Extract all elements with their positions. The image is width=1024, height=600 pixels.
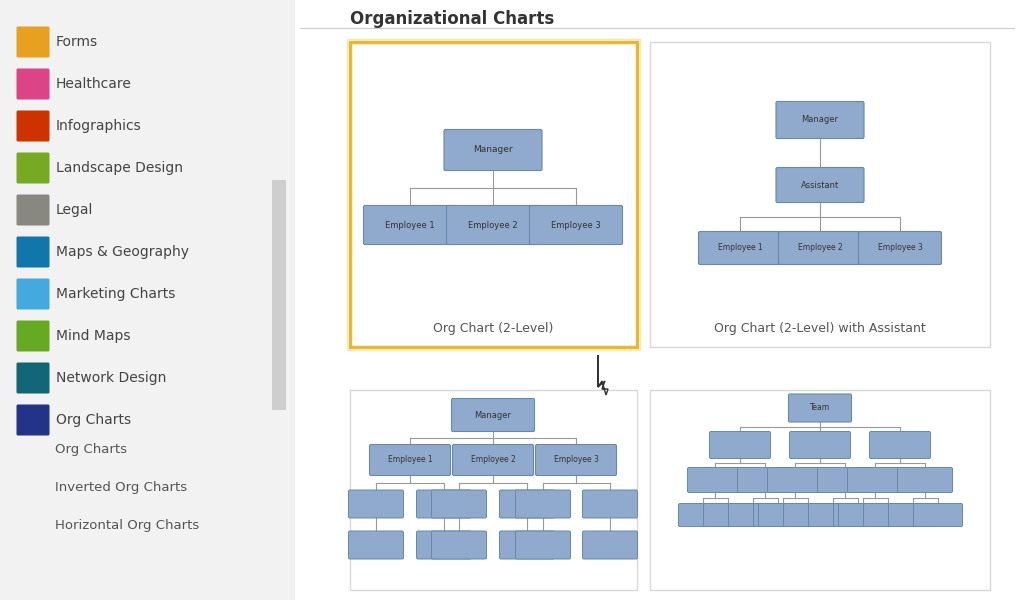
FancyBboxPatch shape: [776, 101, 864, 139]
FancyBboxPatch shape: [370, 445, 451, 475]
FancyBboxPatch shape: [834, 503, 883, 527]
FancyBboxPatch shape: [515, 490, 570, 518]
Text: Team: Team: [810, 403, 830, 413]
FancyBboxPatch shape: [16, 194, 49, 226]
FancyBboxPatch shape: [817, 467, 872, 493]
Text: Manager: Manager: [802, 115, 839, 124]
FancyBboxPatch shape: [364, 205, 457, 245]
Text: Marketing Charts: Marketing Charts: [56, 287, 175, 301]
FancyBboxPatch shape: [790, 431, 851, 458]
FancyBboxPatch shape: [16, 404, 49, 436]
FancyBboxPatch shape: [16, 110, 49, 142]
FancyBboxPatch shape: [768, 467, 822, 493]
Text: Org Chart (2-Level) with Assistant: Org Chart (2-Level) with Assistant: [714, 322, 926, 335]
FancyBboxPatch shape: [778, 232, 861, 265]
Text: Infographics: Infographics: [56, 119, 141, 133]
FancyBboxPatch shape: [16, 152, 49, 184]
FancyBboxPatch shape: [583, 531, 638, 559]
FancyBboxPatch shape: [536, 445, 616, 475]
Text: Employee 3: Employee 3: [554, 455, 598, 464]
Text: Manager: Manager: [474, 410, 512, 419]
FancyBboxPatch shape: [417, 531, 471, 559]
Text: Org Charts: Org Charts: [55, 443, 127, 457]
FancyBboxPatch shape: [529, 205, 623, 245]
Bar: [650, 42, 990, 347]
FancyBboxPatch shape: [348, 490, 403, 518]
FancyBboxPatch shape: [839, 503, 888, 527]
FancyBboxPatch shape: [16, 278, 49, 310]
Bar: [347, 39, 640, 350]
Text: Manager: Manager: [473, 145, 513, 154]
FancyBboxPatch shape: [348, 531, 403, 559]
FancyBboxPatch shape: [698, 232, 781, 265]
FancyBboxPatch shape: [431, 531, 486, 559]
Bar: [350, 390, 637, 590]
Text: Mind Maps: Mind Maps: [56, 329, 130, 343]
FancyBboxPatch shape: [16, 362, 49, 394]
FancyBboxPatch shape: [809, 503, 857, 527]
Text: Employee 1: Employee 1: [718, 244, 763, 253]
FancyBboxPatch shape: [913, 503, 963, 527]
Text: Employee 1: Employee 1: [385, 220, 435, 229]
FancyBboxPatch shape: [783, 503, 833, 527]
Text: Maps & Geography: Maps & Geography: [56, 245, 189, 259]
FancyBboxPatch shape: [16, 236, 49, 268]
FancyBboxPatch shape: [453, 445, 534, 475]
Text: Org Chart (2-Level): Org Chart (2-Level): [433, 322, 554, 335]
FancyBboxPatch shape: [889, 503, 938, 527]
FancyBboxPatch shape: [444, 130, 542, 170]
FancyBboxPatch shape: [776, 167, 864, 202]
Bar: [650, 390, 990, 590]
FancyBboxPatch shape: [446, 205, 540, 245]
FancyBboxPatch shape: [710, 431, 770, 458]
Bar: [350, 42, 637, 347]
FancyBboxPatch shape: [897, 467, 952, 493]
Text: Healthcare: Healthcare: [56, 77, 132, 91]
Bar: [272, 180, 286, 410]
FancyBboxPatch shape: [858, 232, 941, 265]
Text: Horizontal Org Charts: Horizontal Org Charts: [55, 520, 200, 533]
FancyBboxPatch shape: [703, 503, 753, 527]
Polygon shape: [598, 355, 608, 395]
FancyBboxPatch shape: [863, 503, 912, 527]
FancyBboxPatch shape: [515, 531, 570, 559]
Text: Employee 2: Employee 2: [798, 244, 843, 253]
Text: Employee 2: Employee 2: [471, 455, 515, 464]
FancyBboxPatch shape: [869, 431, 931, 458]
Text: Network Design: Network Design: [56, 371, 166, 385]
FancyBboxPatch shape: [687, 467, 742, 493]
FancyBboxPatch shape: [500, 531, 555, 559]
FancyBboxPatch shape: [737, 467, 793, 493]
FancyBboxPatch shape: [848, 467, 902, 493]
FancyBboxPatch shape: [16, 26, 49, 58]
FancyBboxPatch shape: [728, 503, 777, 527]
Bar: [0, 0, 290, 600]
Text: Forms: Forms: [56, 35, 98, 49]
FancyBboxPatch shape: [16, 68, 49, 100]
FancyBboxPatch shape: [431, 490, 486, 518]
Text: Employee 3: Employee 3: [878, 244, 923, 253]
Text: Landscape Design: Landscape Design: [56, 161, 183, 175]
Bar: [295, 0, 1024, 600]
FancyBboxPatch shape: [452, 398, 535, 431]
Text: Employee 1: Employee 1: [388, 455, 432, 464]
Text: Legal: Legal: [56, 203, 93, 217]
FancyBboxPatch shape: [16, 320, 49, 352]
FancyBboxPatch shape: [417, 490, 471, 518]
Text: Org Charts: Org Charts: [56, 413, 131, 427]
FancyBboxPatch shape: [754, 503, 803, 527]
Text: Inverted Org Charts: Inverted Org Charts: [55, 481, 187, 494]
Text: Employee 3: Employee 3: [551, 220, 601, 229]
FancyBboxPatch shape: [759, 503, 808, 527]
FancyBboxPatch shape: [788, 394, 852, 422]
FancyBboxPatch shape: [583, 490, 638, 518]
FancyBboxPatch shape: [679, 503, 727, 527]
Text: Employee 2: Employee 2: [468, 220, 518, 229]
Text: Organizational Charts: Organizational Charts: [350, 10, 554, 28]
Text: Assistant: Assistant: [801, 181, 839, 190]
FancyBboxPatch shape: [500, 490, 555, 518]
